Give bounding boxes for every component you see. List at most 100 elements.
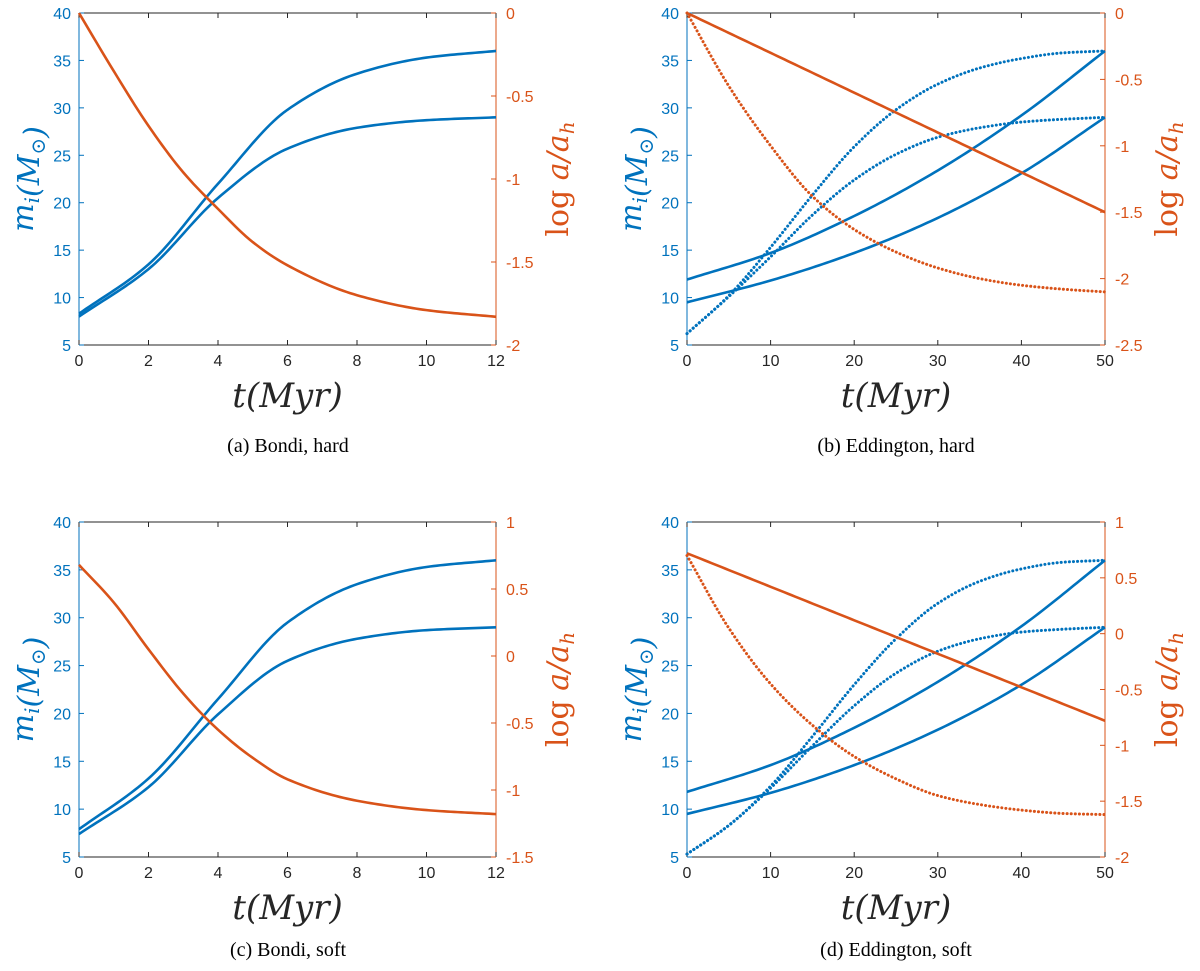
left-y-axis-label: mi(M⊙): [6, 637, 53, 743]
right-y-tick-label: -0.5: [1115, 683, 1143, 700]
left-y-tick-label: 10: [53, 802, 71, 819]
left-y-tick-label: 30: [661, 101, 679, 118]
right-y-tick-label: -0.5: [1115, 72, 1143, 89]
x-tick-label: 10: [762, 353, 780, 370]
left-y-tick-label: 15: [53, 243, 71, 260]
left-y-tick-label: 35: [53, 563, 71, 580]
left-y-tick-label: 15: [661, 754, 679, 771]
left-y-tick-label: 20: [661, 706, 679, 723]
x-tick-label: 0: [683, 865, 692, 882]
right-y-tick-label: 0: [506, 649, 515, 666]
right-y-tick-label: -1: [1115, 139, 1129, 156]
right-y-tick-label: -1.5: [1115, 205, 1143, 222]
x-axis-label: t(Myr): [232, 888, 342, 928]
left-y-tick-label: 20: [53, 196, 71, 213]
separation-curve-solid-5: [686, 11, 1106, 214]
mass-curve-solid-2: [686, 116, 1106, 304]
left-y-tick-label: 30: [53, 101, 71, 118]
mass-curve-solid-1: [78, 49, 497, 315]
chart-panel-4: 0 10 20 30 40 50 5 10 15 20 25 30 35 40 -2 -1.5 -1 -0.5 0 0…: [614, 515, 1188, 961]
left-y-tick-label: 15: [53, 754, 71, 771]
left-y-tick-label: 35: [53, 53, 71, 70]
right-y-tick-label: -2.5: [1115, 338, 1143, 355]
panel-caption: (a) Bondi, hard: [227, 435, 349, 457]
mass-curve-dotted-4: [685, 625, 1107, 856]
mass-curve-solid-2: [686, 626, 1106, 816]
left-y-tick-label: 20: [661, 196, 679, 213]
left-y-tick-label: 40: [53, 515, 71, 532]
chart-panel-3: 0 2 4 6 8 10 12 5 10 15 20 25 30 35 40 -1.5 -1 -0.5 0 0.5 1 t…: [6, 515, 579, 961]
left-y-tick-label: 5: [62, 850, 71, 867]
right-y-tick-label: 1: [506, 515, 515, 532]
right-y-tick-label: -1.5: [506, 850, 534, 867]
right-y-tick-label: -0.5: [506, 89, 534, 106]
x-tick-label: 6: [283, 865, 292, 882]
x-axis-label: t(Myr): [841, 376, 951, 416]
panel-caption: (b) Eddington, hard: [817, 435, 974, 457]
right-y-axis-label: log a/ah: [541, 632, 579, 747]
x-tick-label: 0: [683, 353, 692, 370]
x-tick-label: 12: [487, 865, 505, 882]
left-y-tick-label: 35: [661, 563, 679, 580]
left-y-tick-label: 30: [661, 611, 679, 628]
left-y-tick-label: 10: [661, 291, 679, 308]
x-tick-label: 20: [845, 865, 863, 882]
x-tick-label: 0: [75, 865, 84, 882]
x-axis-label: t(Myr): [841, 888, 951, 928]
mass-curve-solid-2: [78, 625, 497, 836]
left-y-tick-label: 25: [53, 148, 71, 165]
right-y-tick-label: 0: [1115, 6, 1124, 23]
mass-curve-solid-2: [78, 116, 497, 318]
x-tick-label: 8: [353, 353, 362, 370]
left-y-axis-label: mi(M⊙): [614, 637, 661, 743]
left-y-tick-label: 10: [661, 802, 679, 819]
right-y-tick-label: 0: [506, 6, 515, 23]
x-tick-label: 6: [283, 353, 292, 370]
x-tick-label: 12: [487, 353, 505, 370]
x-tick-label: 8: [353, 865, 362, 882]
right-y-tick-label: -2: [1115, 850, 1129, 867]
separation-curve-dotted-6: [685, 11, 1107, 294]
chart-panel-1: 0 2 4 6 8 10 12 5 10 15 20 25 30 35 40 -2 -1.5 -1 -0.5 0 t(M…: [6, 6, 579, 457]
x-tick-label: 50: [1096, 865, 1114, 882]
x-tick-label: 2: [144, 353, 153, 370]
right-y-tick-label: 0.5: [506, 582, 528, 599]
separation-curve-solid-3: [77, 12, 497, 319]
left-y-tick-label: 25: [661, 148, 679, 165]
left-y-tick-label: 40: [53, 6, 71, 23]
x-tick-label: 0: [75, 353, 84, 370]
x-tick-label: 20: [845, 353, 863, 370]
panel-caption: (d) Eddington, soft: [820, 939, 972, 961]
x-tick-label: 4: [214, 353, 223, 370]
left-y-tick-label: 25: [53, 659, 71, 676]
left-y-tick-label: 35: [661, 53, 679, 70]
x-tick-label: 10: [762, 865, 780, 882]
x-tick-label: 2: [144, 865, 153, 882]
x-tick-label: 30: [929, 865, 947, 882]
right-y-tick-label: -1: [1115, 738, 1129, 755]
separation-curve-solid-3: [78, 563, 497, 816]
left-y-tick-label: 10: [53, 291, 71, 308]
mass-curve-solid-1: [686, 559, 1106, 794]
right-y-axis-label: log a/ah: [541, 121, 579, 236]
left-y-tick-label: 30: [53, 611, 71, 628]
left-y-tick-label: 40: [661, 6, 679, 23]
right-y-axis-label: log a/ah: [1150, 121, 1188, 236]
right-y-tick-label: 0.5: [1115, 571, 1137, 588]
left-y-tick-label: 40: [661, 515, 679, 532]
right-y-tick-label: -2: [506, 338, 520, 355]
x-tick-label: 40: [1013, 353, 1031, 370]
x-tick-label: 10: [418, 865, 436, 882]
mass-curve-solid-1: [686, 49, 1106, 281]
left-y-tick-label: 5: [62, 338, 71, 355]
right-y-tick-label: 1: [1115, 515, 1124, 532]
right-y-tick-label: 0: [1115, 627, 1124, 644]
x-tick-label: 30: [929, 353, 947, 370]
left-y-tick-label: 20: [53, 706, 71, 723]
mass-curve-dotted-3: [685, 49, 1107, 336]
left-y-axis-label: mi(M⊙): [614, 126, 661, 232]
right-y-tick-label: -1.5: [1115, 794, 1143, 811]
x-axis-label: t(Myr): [232, 376, 342, 416]
separation-curve-dotted-6: [685, 554, 1107, 817]
right-y-tick-label: -1: [506, 172, 520, 189]
